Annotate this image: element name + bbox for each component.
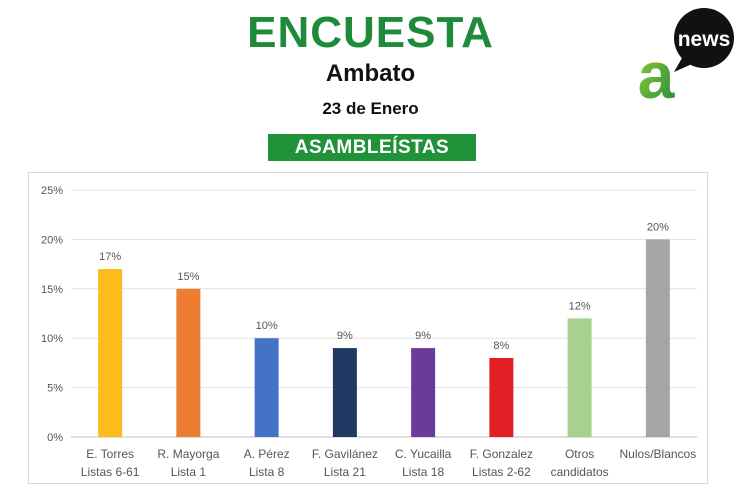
page-title: ENCUESTA (247, 8, 494, 57)
x-tick-label: F. Gavilánez (312, 447, 378, 461)
data-label: 20% (647, 221, 669, 233)
data-label: 10% (256, 320, 278, 332)
data-label: 9% (337, 330, 353, 342)
x-tick-label: A. Pérez (244, 447, 290, 461)
bar-chart: 0% 5% 10% 15% 20% 25% 17% E. Torres Listas 6-61 1… (41, 185, 697, 479)
bar (332, 348, 357, 437)
x-tick-label: Listas 2-62 (472, 465, 531, 479)
bar (254, 338, 279, 437)
x-tick-label: Nulos/Blancos (620, 447, 697, 461)
y-tick-label: 25% (41, 185, 63, 197)
x-tick-label: candidatos (551, 465, 609, 479)
data-label: 12% (569, 300, 591, 312)
x-tick-label: Listas 6-61 (81, 465, 140, 479)
x-tick-label: C. Yucailla (395, 447, 452, 461)
date-subtitle: 23 de Enero (322, 99, 419, 118)
data-label: 9% (415, 330, 431, 342)
x-tick-label: E. Torres (86, 447, 134, 461)
x-tick-label: Otros (565, 447, 594, 461)
x-tick-label: Lista 18 (402, 465, 444, 479)
x-tick-label: Lista 21 (324, 465, 366, 479)
anews-logo-icon: news a (638, 8, 734, 102)
y-tick-label: 10% (41, 333, 63, 345)
data-label: 17% (99, 251, 121, 263)
logo-news-text: news (678, 28, 731, 51)
city-subtitle: Ambato (325, 60, 416, 87)
x-tick-label: F. Gonzalez (470, 447, 533, 461)
category-banner: ASAMBLEÍSTAS (268, 134, 476, 161)
bar (645, 239, 670, 437)
y-tick-label: 20% (41, 234, 63, 246)
bar (176, 288, 201, 437)
data-label: 15% (177, 271, 199, 283)
y-tick-label: 15% (41, 284, 63, 296)
y-tick-label: 5% (47, 383, 63, 395)
y-tick-label: 0% (47, 432, 63, 444)
bar (489, 357, 514, 437)
x-tick-label: Lista 8 (249, 465, 285, 479)
x-tick-label: R. Mayorga (157, 447, 219, 461)
logo-mark-text: a (638, 38, 676, 102)
bar (411, 348, 436, 437)
bar (567, 318, 592, 437)
x-tick-label: Lista 1 (171, 465, 207, 479)
chart-frame: 0% 5% 10% 15% 20% 25% 17% E. Torres Listas 6-61 1… (28, 172, 708, 484)
data-label: 8% (493, 340, 509, 352)
bar (98, 269, 123, 437)
